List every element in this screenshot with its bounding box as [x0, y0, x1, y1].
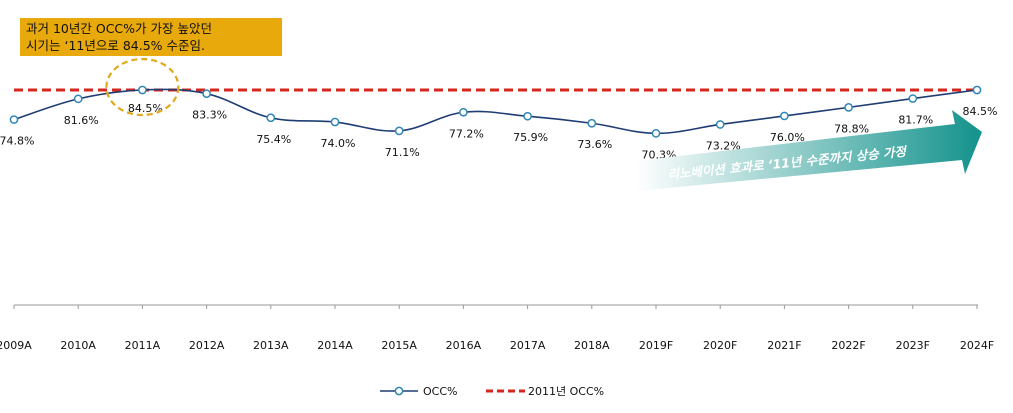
legend-occ-marker [394, 386, 404, 396]
data-label: 73.2% [706, 139, 741, 152]
x-tick-label: 2022F [831, 339, 865, 352]
highlight-circle-2011 [105, 57, 180, 117]
x-tick-label: 2020F [703, 339, 737, 352]
x-tick-label: 2012A [189, 339, 225, 352]
data-label: 76.0% [770, 131, 805, 144]
x-tick-label: 2016A [446, 339, 482, 352]
data-labels: 74.8% 81.6% 84.5% 83.3% 75.4% 74.0% 71.1% 77.2%… [0, 102, 997, 161]
data-label: 77.2% [449, 127, 484, 140]
x-tick-label: 2024F [960, 339, 994, 352]
occ-data-point [908, 94, 918, 103]
occ-data-point [138, 85, 147, 95]
occ-data-point [9, 115, 19, 124]
occ-data-point [73, 94, 83, 104]
callout-line-2: 시기는 ‘11년으로 84.5% 수준임. [26, 38, 205, 53]
data-label: 84.5% [963, 105, 998, 118]
data-label: 81.7% [898, 114, 933, 127]
occ-data-point [651, 128, 661, 138]
occ-data-point [715, 120, 725, 129]
occ-series-group [9, 85, 982, 138]
x-tick-label: 2015A [381, 339, 417, 352]
occ-data-point [266, 113, 276, 123]
data-label: 74.8% [0, 135, 34, 148]
occ-data-point [330, 117, 340, 127]
occ-data-point [844, 103, 853, 112]
occ-data-point [394, 126, 404, 136]
x-tick-label: 2018A [574, 339, 610, 352]
occ-data-point [972, 85, 982, 95]
callout-line-1: 과거 10년간 OCC%가 가장 높았던 [26, 21, 212, 36]
data-label: 71.1% [385, 146, 420, 159]
data-label: 81.6% [64, 114, 99, 127]
callout-box: 과거 10년간 OCC%가 가장 높았던 시기는 ‘11년으로 84.5% 수준… [20, 18, 282, 56]
occ-data-point [780, 111, 789, 121]
occ-series-line [13, 88, 978, 135]
data-label: 83.3% [192, 109, 227, 122]
highlight-circle-group [105, 57, 180, 117]
x-tick-label: 2019F [639, 339, 673, 352]
occ-data-point [459, 107, 468, 117]
x-tick-label: 2017A [510, 339, 546, 352]
x-axis: 2009A 2010A 2011A 2012A 2013A 2014A 2015A 2016A… [0, 304, 994, 352]
x-tick-label: 2009A [0, 339, 32, 352]
occ-data-point [523, 111, 532, 121]
trend-arrow-shape [636, 110, 982, 191]
data-label: 74.0% [321, 137, 356, 150]
x-tick-label: 2014A [317, 339, 353, 352]
data-label: 75.9% [513, 131, 548, 144]
x-tick-label: 2010A [60, 339, 96, 352]
x-tick-label: 2021F [767, 339, 801, 352]
x-tick-label: 2023F [896, 339, 930, 352]
x-tick-label: 2013A [253, 339, 289, 352]
x-tick-label: 2011A [125, 339, 161, 352]
data-label: 78.8% [834, 122, 869, 135]
legend-occ-label: OCC% [423, 385, 457, 398]
legend: OCC% 2011년 OCC% [380, 385, 604, 398]
occ-data-point [587, 118, 597, 128]
data-label: 84.5% [128, 102, 163, 115]
data-label: 73.6% [577, 138, 612, 151]
occ-data-point [202, 89, 211, 99]
legend-reference-label: 2011년 OCC% [528, 385, 604, 398]
data-label: 75.4% [256, 133, 291, 146]
